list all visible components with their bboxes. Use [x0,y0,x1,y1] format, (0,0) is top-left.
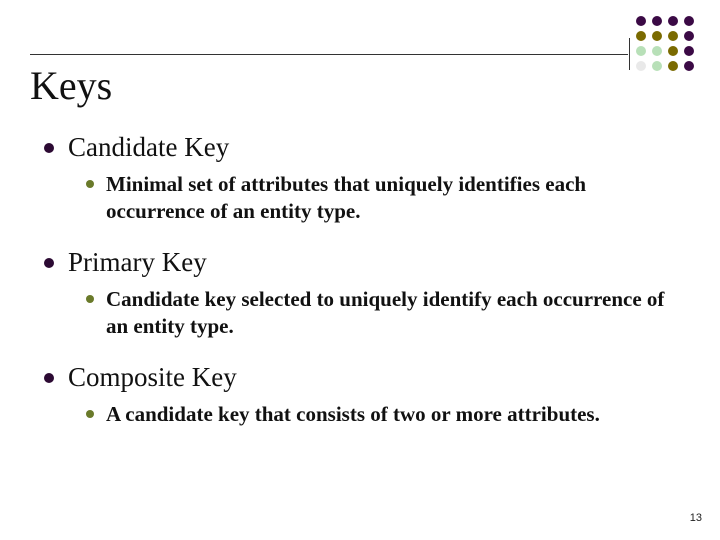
bullet-icon [44,373,54,383]
dot-icon [668,61,678,71]
title-underline-cap [629,38,630,70]
dot-icon [636,31,646,41]
bullet-icon [44,258,54,268]
dot-icon [652,31,662,41]
dot-icon [636,46,646,56]
bullet-icon [86,180,94,188]
page-number: 13 [690,512,702,524]
dot-icon [636,61,646,71]
list-subitem: Candidate key selected to uniquely ident… [86,286,684,340]
slide-content: Candidate Key Minimal set of attributes … [44,132,684,449]
dot-icon [652,16,662,26]
dot-icon [668,31,678,41]
dot-icon [652,46,662,56]
slide-title: Keys [30,62,112,109]
list-subitem: A candidate key that consists of two or … [86,401,684,428]
bullet-icon [86,295,94,303]
bullet-icon [44,143,54,153]
list-subitem-text: Candidate key selected to uniquely ident… [106,286,676,340]
list-item-label: Composite Key [68,362,237,393]
list-item: Candidate Key [44,132,684,163]
corner-dots-decoration [636,16,694,76]
dot-icon [684,31,694,41]
dot-icon [636,16,646,26]
list-item-label: Primary Key [68,247,207,278]
dot-icon [684,16,694,26]
list-item: Primary Key [44,247,684,278]
dot-icon [684,61,694,71]
list-subitem: Minimal set of attributes that uniquely … [86,171,684,225]
list-subitem-text: A candidate key that consists of two or … [106,401,600,428]
dot-icon [668,46,678,56]
dot-icon [652,61,662,71]
list-item: Composite Key [44,362,684,393]
dot-icon [684,46,694,56]
list-subitem-text: Minimal set of attributes that uniquely … [106,171,676,225]
dot-icon [668,16,678,26]
bullet-icon [86,410,94,418]
list-item-label: Candidate Key [68,132,229,163]
title-underline [30,54,628,55]
